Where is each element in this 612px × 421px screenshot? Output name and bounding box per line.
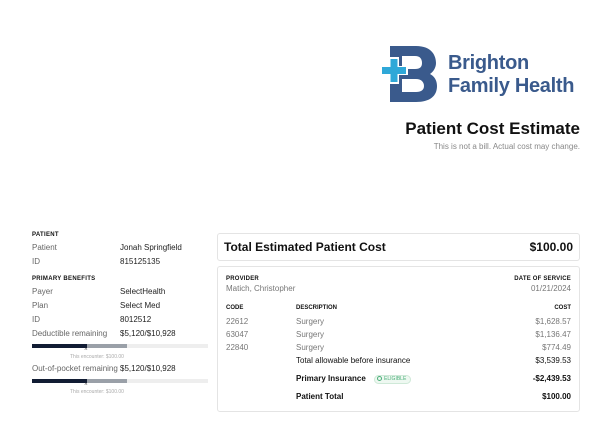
eligible-badge-label: ELIGIBLE bbox=[384, 376, 407, 382]
line-cost: $1,136.47 bbox=[535, 330, 571, 339]
line-cost: $1,628.57 bbox=[535, 317, 571, 326]
provider-header: PROVIDER bbox=[226, 276, 259, 282]
deductible-encounter-fill bbox=[86, 344, 128, 348]
payer-row: Payer SelectHealth bbox=[32, 285, 212, 299]
eligible-badge: ELIGIBLE bbox=[374, 375, 412, 384]
oop-encounter-note: This encounter: $100.00 bbox=[70, 389, 124, 395]
cost-detail-card: PROVIDER DATE OF SERVICE Matich, Christo… bbox=[217, 266, 580, 412]
table-row: 22612 Surgery $1,628.57 bbox=[226, 315, 571, 328]
date-header: DATE OF SERVICE bbox=[514, 276, 571, 282]
brand-logo: Brighton Family Health bbox=[380, 44, 580, 104]
payer-value: SelectHealth bbox=[120, 287, 166, 296]
brand-name: Brighton Family Health bbox=[448, 52, 574, 98]
allowable-row: Total allowable before insurance $3,539.… bbox=[226, 354, 571, 367]
line-code: 22840 bbox=[226, 343, 249, 352]
patient-total-value: $100.00 bbox=[542, 392, 571, 401]
patient-total-row: Patient Total $100.00 bbox=[226, 390, 571, 403]
table-row: 63047 Surgery $1,136.47 bbox=[226, 328, 571, 341]
insurance-row: Primary Insurance ELIGIBLE -$2,439.53 bbox=[226, 372, 571, 385]
line-code: 63047 bbox=[226, 330, 249, 339]
insurance-value: -$2,439.53 bbox=[532, 374, 571, 383]
provider-value-row: Matich, Christopher 01/21/2024 bbox=[226, 284, 571, 293]
oop-paid-fill bbox=[32, 379, 87, 383]
total-estimate-label: Total Estimated Patient Cost bbox=[224, 240, 386, 254]
brand-line-1: Brighton bbox=[448, 52, 529, 74]
patient-section-title: PATIENT bbox=[32, 232, 59, 238]
member-id-value: 8012512 bbox=[120, 315, 152, 324]
page-title: Patient Cost Estimate bbox=[405, 119, 580, 138]
patient-total-label: Patient Total bbox=[296, 392, 344, 401]
col-description: DESCRIPTION bbox=[296, 305, 338, 311]
patient-id-label: ID bbox=[32, 257, 40, 266]
brand-line-2: Family Health bbox=[448, 75, 575, 97]
oop-value: $5,120/$10,928 bbox=[120, 364, 176, 373]
deductible-encounter-note: This encounter: $100.00 bbox=[70, 354, 124, 360]
plan-row: Plan Select Med bbox=[32, 299, 212, 313]
oop-encounter-fill bbox=[86, 379, 128, 383]
patient-id-value: 815125135 bbox=[120, 257, 161, 266]
total-estimate-amount: $100.00 bbox=[529, 240, 573, 254]
line-cost: $774.49 bbox=[542, 343, 571, 352]
benefits-section-title: PRIMARY BENEFITS bbox=[32, 276, 96, 282]
line-code: 22612 bbox=[226, 317, 249, 326]
patient-id-row: ID 815125135 bbox=[32, 255, 212, 269]
check-circle-icon bbox=[377, 376, 383, 381]
oop-progress-bar: ^ bbox=[32, 379, 208, 389]
provider-header-row: PROVIDER DATE OF SERVICE bbox=[226, 276, 571, 282]
deductible-row: Deductible remaining $5,120/$10,928 bbox=[32, 327, 212, 341]
table-header: CODE DESCRIPTION COST bbox=[226, 305, 571, 311]
plan-label: Plan bbox=[32, 301, 49, 310]
member-id-row: ID 8012512 bbox=[32, 313, 212, 327]
line-description: Surgery bbox=[296, 330, 325, 339]
patient-name-label: Patient bbox=[32, 243, 57, 252]
plan-value: Select Med bbox=[120, 301, 161, 310]
page-subtitle: This is not a bill. Actual cost may chan… bbox=[433, 142, 580, 151]
total-estimate-box: Total Estimated Patient Cost $100.00 bbox=[217, 233, 580, 261]
deductible-paid-fill bbox=[32, 344, 87, 348]
table-row: 22840 Surgery $774.49 bbox=[226, 341, 571, 354]
patient-name-row: Patient Jonah Springfield bbox=[32, 241, 212, 255]
patient-benefits-panel: PATIENT Patient Jonah Springfield ID 815… bbox=[32, 232, 212, 397]
caret-up-icon: ^ bbox=[84, 348, 88, 354]
allowable-value: $3,539.53 bbox=[535, 356, 571, 365]
insurance-cell: Primary Insurance ELIGIBLE bbox=[296, 372, 481, 385]
provider-name: Matich, Christopher bbox=[226, 284, 296, 293]
patient-name-value: Jonah Springfield bbox=[120, 243, 182, 252]
oop-row: Out-of-pocket remaining $5,120/$10,928 bbox=[32, 362, 212, 376]
col-cost: COST bbox=[554, 305, 571, 311]
caret-up-icon: ^ bbox=[84, 383, 88, 389]
date-of-service: 01/21/2024 bbox=[530, 284, 571, 293]
oop-label: Out-of-pocket remaining bbox=[32, 364, 118, 373]
deductible-progress-bar: ^ bbox=[32, 344, 208, 354]
member-id-label: ID bbox=[32, 315, 40, 324]
medical-cross-b-icon bbox=[380, 46, 437, 102]
payer-label: Payer bbox=[32, 287, 53, 296]
col-code: CODE bbox=[226, 305, 244, 311]
line-description: Surgery bbox=[296, 343, 325, 352]
insurance-label: Primary Insurance bbox=[296, 374, 366, 383]
allowable-label: Total allowable before insurance bbox=[296, 356, 411, 365]
deductible-value: $5,120/$10,928 bbox=[120, 329, 176, 338]
line-description: Surgery bbox=[296, 317, 325, 326]
deductible-label: Deductible remaining bbox=[32, 329, 108, 338]
